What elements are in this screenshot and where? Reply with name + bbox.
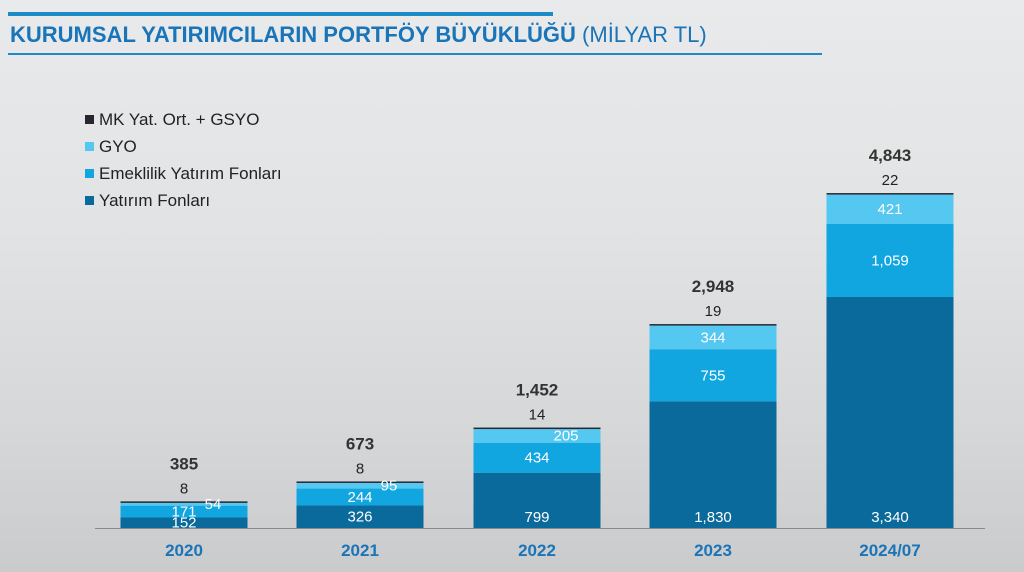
bar-2020-emeklilik-yat-r-m-fonlar- xyxy=(120,505,248,518)
data-label-2023-mk-yat-ort-gsyo: 19 xyxy=(705,303,722,320)
legend-item-yatirim-fonlari: Yatırım Fonları xyxy=(85,187,282,214)
bar-2022-mk-yat-ort-gsyo xyxy=(473,427,601,430)
title-text: KURUMSAL YATIRIMCILARIN PORTFÖY BÜYÜKLÜĞ… xyxy=(10,22,576,47)
data-label-2021-yat-r-m-fonlar-: 326 xyxy=(347,509,372,526)
data-label-2023-gyo: 344 xyxy=(700,329,725,346)
data-label-2021-emeklilik-yat-r-m-fonlar-: 244 xyxy=(347,489,372,506)
total-label-2020: 385 xyxy=(170,454,198,473)
legend-label-gyo: GYO xyxy=(99,136,137,156)
bar-2020-mk-yat-ort-gsyo xyxy=(120,501,248,503)
title-underline xyxy=(8,53,822,55)
legend-swatch-mk-gsyo xyxy=(85,115,94,124)
data-label-2020-gyo: 54 xyxy=(205,496,222,513)
data-label-2022-gyo: 205 xyxy=(553,428,578,445)
bar-2024-07-mk-yat-ort-gsyo xyxy=(826,193,954,195)
bar-2021-yat-r-m-fonlar- xyxy=(296,505,424,528)
x-tick-label-2021: 2021 xyxy=(341,541,379,560)
data-label-2024-07-yat-r-m-fonlar-: 3,340 xyxy=(871,509,909,526)
header-top-rule xyxy=(8,12,553,16)
bar-2023-emeklilik-yat-r-m-fonlar- xyxy=(649,349,777,402)
x-tick-label-2020: 2020 xyxy=(165,541,203,560)
legend-label-mk-gsyo: MK Yat. Ort. + GSYO xyxy=(99,109,260,129)
bar-2022-emeklilik-yat-r-m-fonlar- xyxy=(473,442,601,473)
data-label-2022-mk-yat-ort-gsyo: 14 xyxy=(529,407,546,424)
bar-2023-gyo xyxy=(649,325,777,350)
title-unit: (MİLYAR TL) xyxy=(582,22,707,47)
bar-2022-yat-r-m-fonlar- xyxy=(473,472,601,528)
total-label-2024-07: 4,843 xyxy=(869,146,912,165)
data-label-2021-mk-yat-ort-gsyo: 8 xyxy=(356,460,364,477)
x-tick-label-2024-07: 2024/07 xyxy=(859,541,920,560)
bar-2020-yat-r-m-fonlar- xyxy=(120,517,248,528)
legend-item-gyo: GYO xyxy=(85,133,282,160)
legend-item-mk-gsyo: MK Yat. Ort. + GSYO xyxy=(85,106,282,133)
chart-legend: MK Yat. Ort. + GSYO GYO Emeklilik Yatırı… xyxy=(85,106,282,214)
x-tick-label-2023: 2023 xyxy=(694,541,732,560)
data-label-2023-yat-r-m-fonlar-: 1,830 xyxy=(694,509,732,526)
bar-2020-gyo xyxy=(120,501,248,506)
legend-label-yatirim-fonlari: Yatırım Fonları xyxy=(99,190,211,210)
legend-item-emeklilik: Emeklilik Yatırım Fonları xyxy=(85,160,282,187)
total-label-2023: 2,948 xyxy=(692,277,735,296)
data-label-2024-07-mk-yat-ort-gsyo: 22 xyxy=(882,172,899,189)
legend-swatch-emeklilik xyxy=(85,169,94,178)
data-label-2024-07-emeklilik-yat-r-m-fonlar-: 1,059 xyxy=(871,252,909,269)
data-label-2020-yat-r-m-fonlar-: 152 xyxy=(171,515,196,532)
bar-2022-gyo xyxy=(473,428,601,443)
bar-2024-07-gyo xyxy=(826,194,954,224)
data-label-2024-07-gyo: 421 xyxy=(877,201,902,218)
data-label-2020-emeklilik-yat-r-m-fonlar-: 171 xyxy=(171,504,196,521)
bar-2021-emeklilik-yat-r-m-fonlar- xyxy=(296,488,424,506)
bar-2021-gyo xyxy=(296,482,424,489)
data-label-2022-emeklilik-yat-r-m-fonlar-: 434 xyxy=(524,450,549,467)
legend-swatch-yatirim-fonlari xyxy=(85,196,94,205)
data-label-2022-yat-r-m-fonlar-: 799 xyxy=(524,509,549,526)
page-title: KURUMSAL YATIRIMCILARIN PORTFÖY BÜYÜKLÜĞ… xyxy=(10,22,707,48)
bar-2024-07-emeklilik-yat-r-m-fonlar- xyxy=(826,223,954,297)
bar-2023-yat-r-m-fonlar- xyxy=(649,401,777,528)
bar-2021-mk-yat-ort-gsyo xyxy=(296,481,424,483)
x-tick-label-2022: 2022 xyxy=(518,541,556,560)
bar-2024-07-yat-r-m-fonlar- xyxy=(826,296,954,528)
total-label-2022: 1,452 xyxy=(516,381,559,400)
data-label-2020-mk-yat-ort-gsyo: 8 xyxy=(180,480,188,497)
data-label-2023-emeklilik-yat-r-m-fonlar-: 755 xyxy=(700,367,725,384)
total-label-2021: 673 xyxy=(346,434,374,453)
legend-swatch-gyo xyxy=(85,142,94,151)
legend-label-emeklilik: Emeklilik Yatırım Fonları xyxy=(99,163,282,183)
bar-2023-mk-yat-ort-gsyo xyxy=(649,324,777,326)
data-label-2021-gyo: 95 xyxy=(381,477,398,494)
